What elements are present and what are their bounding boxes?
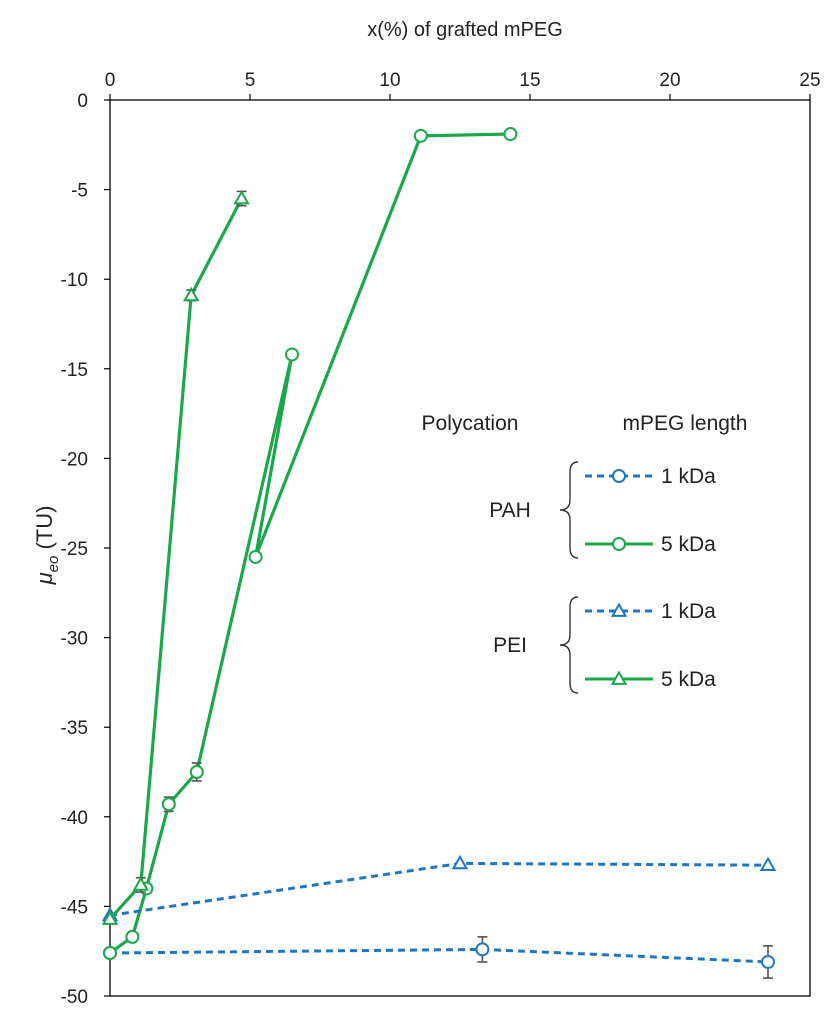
series-3 — [101, 190, 250, 925]
y-tick-label: -10 — [61, 270, 88, 291]
legend-swatch-marker — [612, 537, 626, 551]
data-point-circle — [161, 797, 176, 812]
y-tick-label: -35 — [61, 718, 88, 739]
y-tick-label: -45 — [61, 897, 88, 918]
y-axis-title-unit: (TU) — [32, 506, 57, 556]
x-tick-label: 25 — [799, 70, 820, 91]
data-point-circle — [189, 765, 204, 779]
y-tick-label: -30 — [61, 629, 88, 650]
legend-entry-label: 5 kDa — [661, 668, 716, 691]
data-point-triangle — [759, 856, 777, 872]
legend-layer: Polycation mPEG length PAH 1 kDa 5 kDa PEI 1 k… — [422, 412, 748, 694]
y-tick-label: -40 — [61, 808, 88, 829]
y-tick-label: -5 — [71, 181, 88, 202]
x-tick-label: 5 — [245, 70, 256, 91]
legend-swatch-marker — [610, 602, 628, 617]
x-tick-label: 10 — [379, 70, 400, 91]
legend-entry-label: 1 kDa — [661, 465, 716, 488]
series-line — [109, 861, 769, 917]
y-tick-label: -25 — [61, 539, 88, 560]
series-layer — [101, 127, 777, 979]
series-line — [109, 947, 769, 964]
x-tick-label: 20 — [659, 70, 680, 91]
legend-brace — [559, 461, 579, 559]
y-tick-label: -20 — [61, 449, 88, 470]
x-axis-title: x(%) of grafted mPEG — [367, 19, 563, 41]
data-point-triangle — [101, 910, 119, 925]
legend-swatch-marker — [610, 670, 628, 685]
x-tick-label: 15 — [519, 70, 540, 91]
axes-layer: 0 5 10 15 20 25 0 -5 -10 -15 -20 -25 -30 -35 -40 -45 -50 — [61, 70, 821, 1008]
data-point-triangle — [132, 876, 150, 891]
series-line — [108, 197, 244, 921]
y-tick-label: 0 — [77, 91, 88, 112]
y-axis-title: μeo (TU) — [32, 506, 62, 586]
data-point-circle — [413, 128, 428, 143]
series-1 — [103, 127, 518, 960]
legend-polycation-label: PAH — [489, 499, 531, 522]
legend-header-polycation: Polycation — [422, 412, 519, 435]
data-point-circle — [761, 954, 775, 969]
data-point-triangle — [182, 286, 200, 302]
data-point-circle — [103, 945, 117, 960]
legend-swatch-marker — [612, 469, 626, 483]
x-tick-label: 0 — [105, 70, 116, 91]
data-point-circle — [285, 347, 299, 362]
data-point-triangle — [451, 854, 469, 870]
data-point-triangle — [233, 190, 250, 205]
y-axis-title-subscript: eo — [45, 556, 62, 573]
legend-brace — [559, 596, 579, 694]
data-point-circle — [475, 942, 490, 957]
data-point-circle — [125, 929, 140, 944]
series-0 — [103, 936, 775, 979]
data-point-circle — [248, 549, 263, 564]
legend-entry-label: 1 kDa — [661, 600, 716, 623]
legend-polycation-label: PEI — [493, 634, 527, 657]
y-axis-title-symbol: μ — [32, 572, 57, 585]
series-2 — [101, 854, 777, 922]
data-point-circle — [503, 127, 518, 142]
y-tick-label: -15 — [61, 360, 88, 381]
y-tick-label: -50 — [61, 987, 88, 1006]
legend-entry-label: 5 kDa — [661, 533, 716, 556]
legend-header-length: mPEG length — [623, 412, 748, 435]
